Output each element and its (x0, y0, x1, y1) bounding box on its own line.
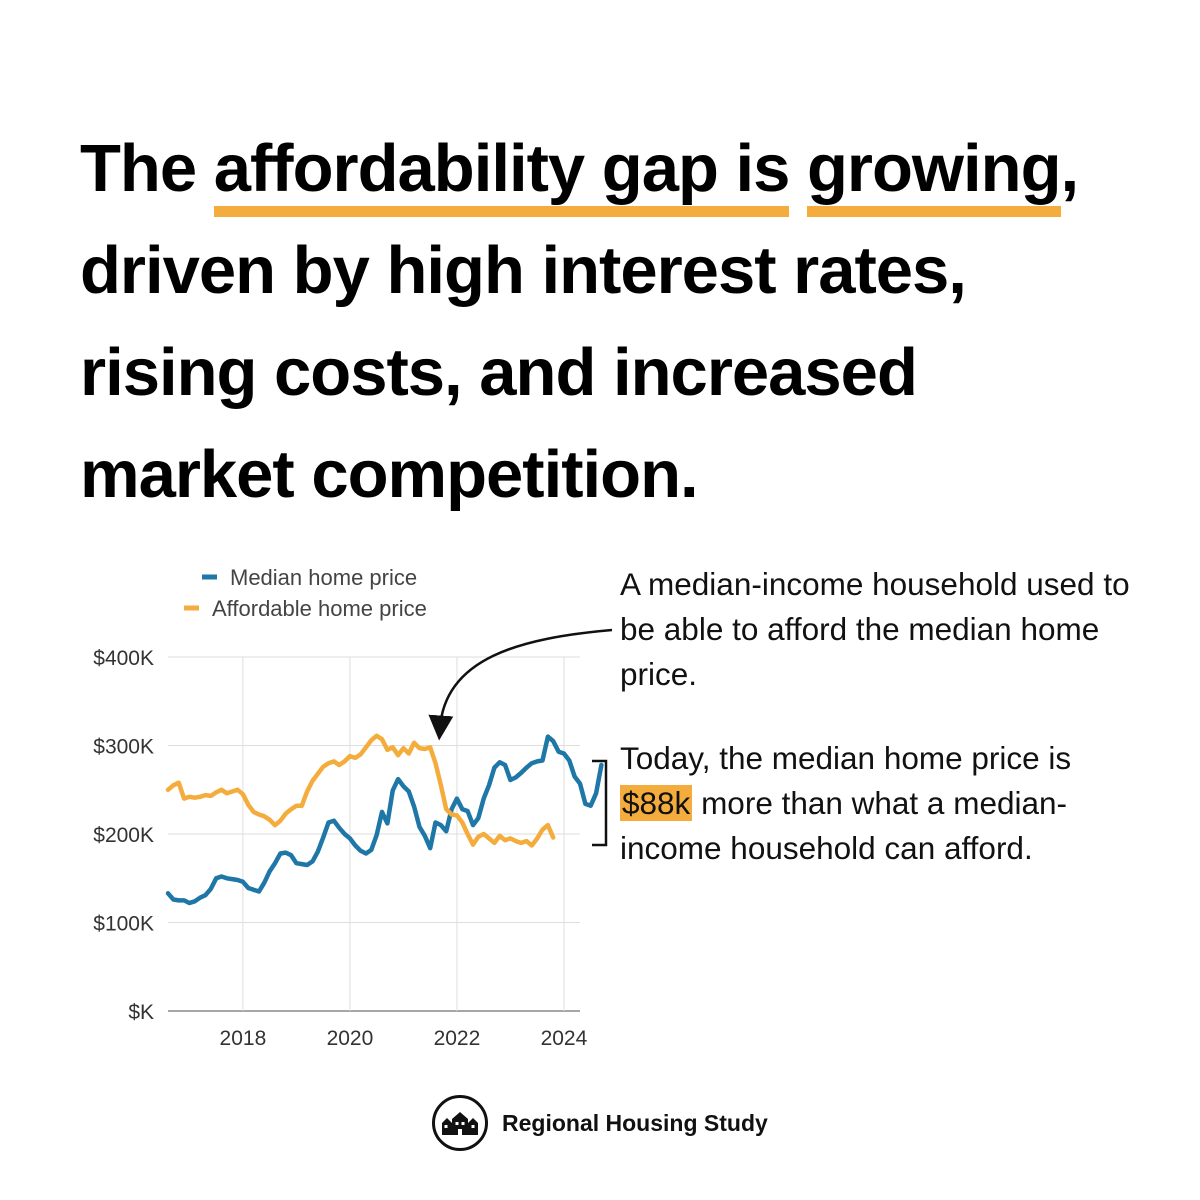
y-tick-label: $200K (93, 824, 154, 847)
headline-highlight-2: growing (807, 131, 1062, 217)
org-name: Regional Housing Study (502, 1109, 768, 1136)
affordable-home-price-line (165, 733, 556, 848)
annotation-past: A median-income household used to be abl… (620, 566, 1130, 692)
footer: Regional Housing Study (432, 1095, 768, 1151)
annotation-today-text-2: more than what a median-income household… (620, 785, 1068, 866)
chart-annotations (428, 628, 613, 847)
legend-label: Affordable home price (212, 596, 427, 621)
annotation-arrow (428, 628, 613, 741)
annotation-today-text-1: Today, the median home price is (620, 740, 1072, 776)
annotation-today: Today, the median home price is $88k mor… (620, 736, 1140, 871)
y-tick-label: $K (128, 1001, 154, 1024)
annotation-bracket (592, 759, 608, 847)
median-home-price-line (165, 734, 604, 906)
y-tick-label: $400K (93, 647, 154, 670)
chart-series (165, 733, 604, 906)
gap-highlight: $88k (620, 785, 693, 821)
chart-legend: Median home price Affordable home price (184, 565, 427, 621)
x-tick-label: 2024 (541, 1027, 588, 1050)
legend-label: Median home price (230, 565, 417, 590)
x-tick-label: 2022 (434, 1027, 481, 1050)
chart-grid (168, 656, 580, 1012)
line-chart: $K $100K $200K $300K $400K 2018 2020 2022 2024 M… (93, 565, 613, 1050)
houses-icon (432, 1095, 488, 1151)
y-tick-label: $300K (93, 736, 154, 759)
y-tick-label: $100K (93, 913, 154, 936)
x-tick-label: 2018 (220, 1027, 267, 1050)
headline: The affordability gap is growing, driven… (80, 118, 1140, 526)
headline-text-2 (789, 131, 807, 206)
x-tick-label: 2020 (327, 1027, 374, 1050)
headline-text-3: , driven by high interest rates, rising … (80, 131, 1079, 512)
headline-text-1: The (80, 131, 214, 206)
chart-axes: $K $100K $200K $300K $400K 2018 2020 2022 2024 (93, 647, 587, 1050)
headline-highlight-1: affordability gap is (213, 131, 790, 217)
